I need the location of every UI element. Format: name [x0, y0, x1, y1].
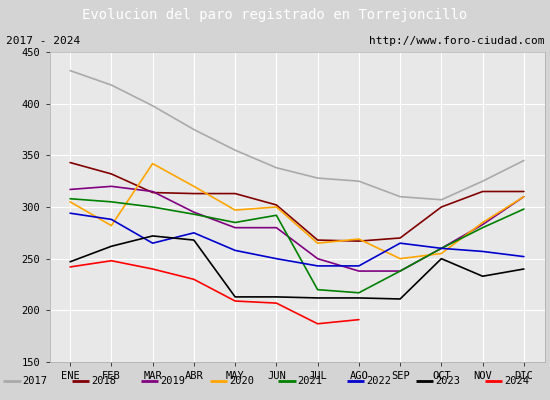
Text: 2021: 2021	[298, 376, 323, 386]
Text: 2019: 2019	[160, 376, 185, 386]
Text: 2024: 2024	[504, 376, 529, 386]
Text: http://www.foro-ciudad.com: http://www.foro-ciudad.com	[369, 36, 544, 46]
Text: 2020: 2020	[229, 376, 254, 386]
Text: 2018: 2018	[91, 376, 117, 386]
Text: 2017: 2017	[23, 376, 48, 386]
Text: 2017 - 2024: 2017 - 2024	[6, 36, 80, 46]
Text: 2023: 2023	[435, 376, 460, 386]
Text: Evolucion del paro registrado en Torrejoncillo: Evolucion del paro registrado en Torrejo…	[82, 8, 468, 22]
Text: 2022: 2022	[366, 376, 392, 386]
